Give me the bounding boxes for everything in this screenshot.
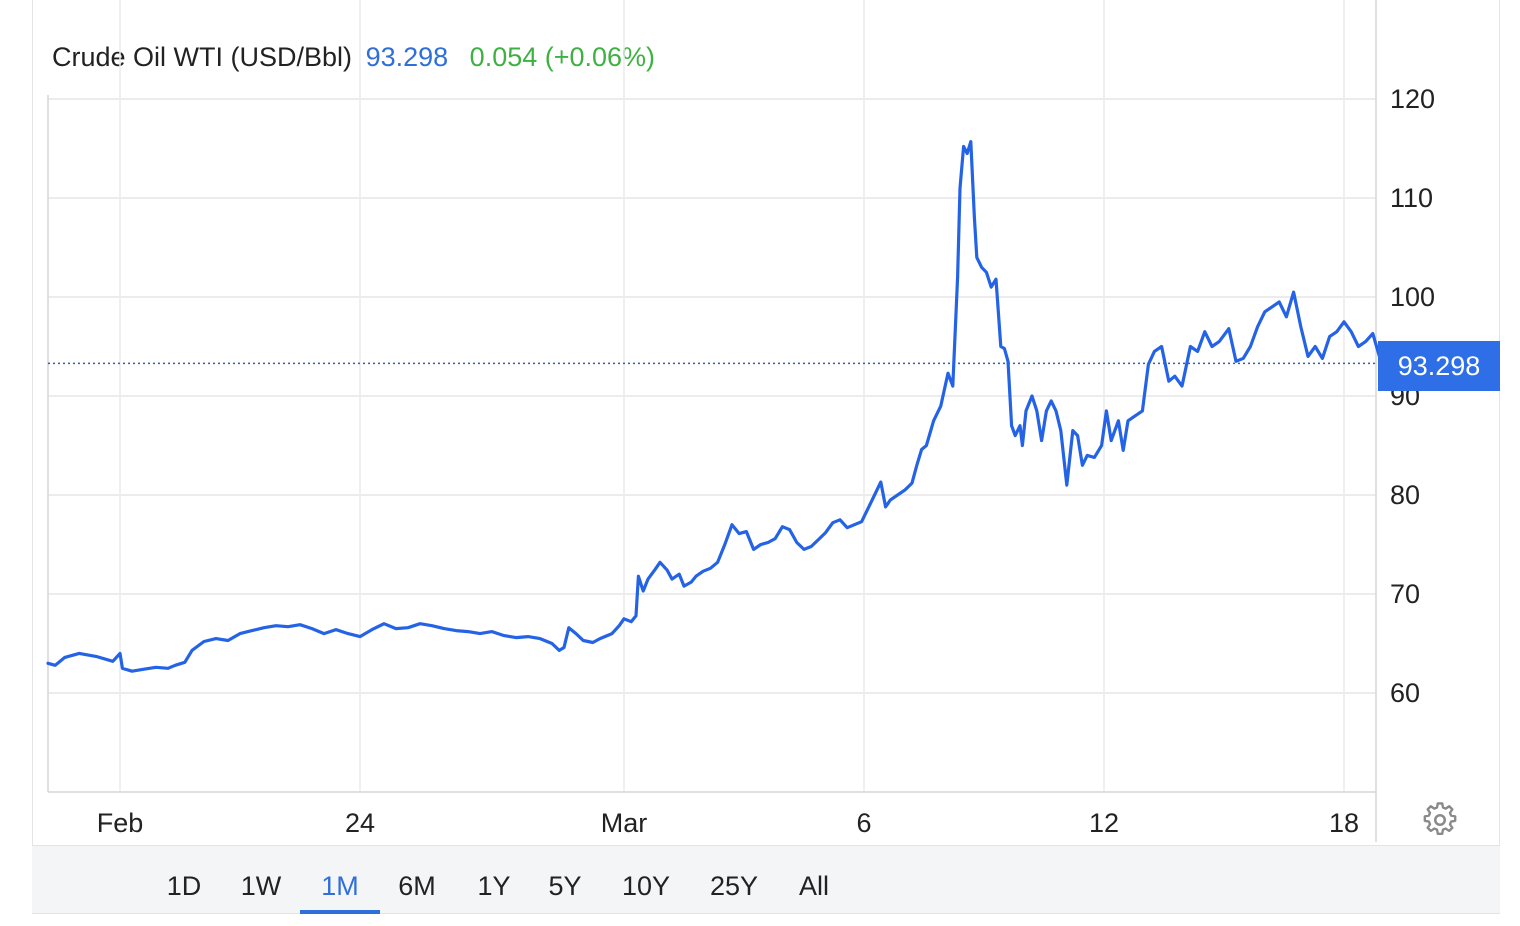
y-tick-label-70: 70 [1390, 579, 1420, 609]
x-tick-label-18: 18 [1329, 808, 1359, 838]
y-tick-label-100: 100 [1390, 282, 1435, 312]
current-price: 93.298 [365, 42, 449, 72]
y-tick-label-110: 110 [1390, 183, 1433, 213]
range-button-6m[interactable]: 6M [398, 871, 436, 901]
y-tick-label-80: 80 [1390, 480, 1420, 510]
chart-header: Crude Oil WTI (USD/Bbl) 93.298 0.054 (+0… [52, 42, 655, 73]
y-tick-label-60: 60 [1390, 678, 1420, 708]
y-tick-label-120: 120 [1390, 84, 1435, 114]
instrument-name: Crude Oil WTI (USD/Bbl) [52, 42, 353, 72]
horizontal-gridlines [48, 98, 1376, 694]
range-button-1y[interactable]: 1Y [477, 871, 511, 901]
last-price-tag: 93.298 [1378, 341, 1500, 391]
range-button-1d[interactable]: 1D [166, 871, 202, 901]
range-button-1m[interactable]: 1M [300, 846, 380, 914]
x-tick-label-6: 6 [856, 808, 871, 838]
range-button-25y[interactable]: 25Y [709, 871, 759, 901]
range-button-all[interactable]: All [798, 871, 829, 901]
gear-icon[interactable] [1421, 801, 1459, 839]
chart-frame [32, 0, 1500, 914]
range-button-10y[interactable]: 10Y [621, 871, 671, 901]
x-tick-label-24: 24 [345, 808, 375, 838]
range-button-5y[interactable]: 5Y [548, 871, 582, 901]
x-tick-label-feb: Feb [97, 808, 144, 838]
price-series-line[interactable] [46, 140, 1404, 673]
range-button-1w[interactable]: 1W [240, 871, 282, 901]
chart-axes [47, 0, 1377, 842]
x-tick-label-mar: Mar [601, 808, 648, 838]
x-tick-label-12: 12 [1089, 808, 1119, 838]
x-axis-labels: Feb 24 Mar 6 12 18 [97, 808, 1359, 838]
time-range-bar: 1D 1W 1M 6M 1Y 5Y 10Y 25Y All [32, 845, 1500, 914]
